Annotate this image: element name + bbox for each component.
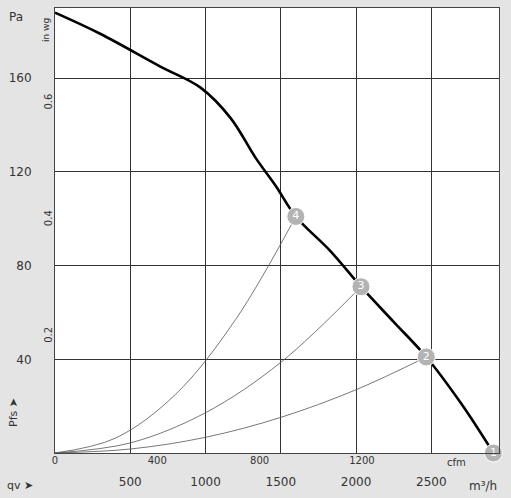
svg-text:40: 40	[16, 353, 31, 367]
svg-text:1000: 1000	[190, 475, 221, 489]
svg-text:4: 4	[292, 209, 299, 222]
svg-text:Pa: Pa	[9, 10, 23, 24]
svg-text:1200: 1200	[349, 455, 374, 466]
svg-text:1: 1	[490, 446, 497, 459]
svg-text:1500: 1500	[265, 475, 296, 489]
svg-text:500: 500	[119, 475, 142, 489]
svg-text:2: 2	[423, 350, 430, 363]
svg-text:0.6: 0.6	[43, 94, 54, 110]
svg-text:0.4: 0.4	[43, 210, 54, 226]
svg-text:3: 3	[357, 279, 364, 292]
svg-text:120: 120	[9, 165, 32, 179]
svg-text:160: 160	[9, 71, 32, 85]
svg-text:800: 800	[250, 455, 269, 466]
svg-text:in wg: in wg	[41, 18, 51, 42]
svg-text:0.2: 0.2	[43, 327, 54, 343]
svg-text:0: 0	[52, 455, 58, 466]
svg-text:cfm: cfm	[447, 457, 466, 468]
svg-text:2000: 2000	[341, 475, 372, 489]
svg-text:400: 400	[148, 455, 167, 466]
svg-text:m³/h: m³/h	[469, 479, 497, 493]
svg-text:qv ➤: qv ➤	[7, 479, 33, 492]
svg-text:Pfs ➤: Pfs ➤	[7, 398, 20, 427]
svg-text:80: 80	[16, 259, 31, 273]
svg-text:2500: 2500	[416, 475, 447, 489]
